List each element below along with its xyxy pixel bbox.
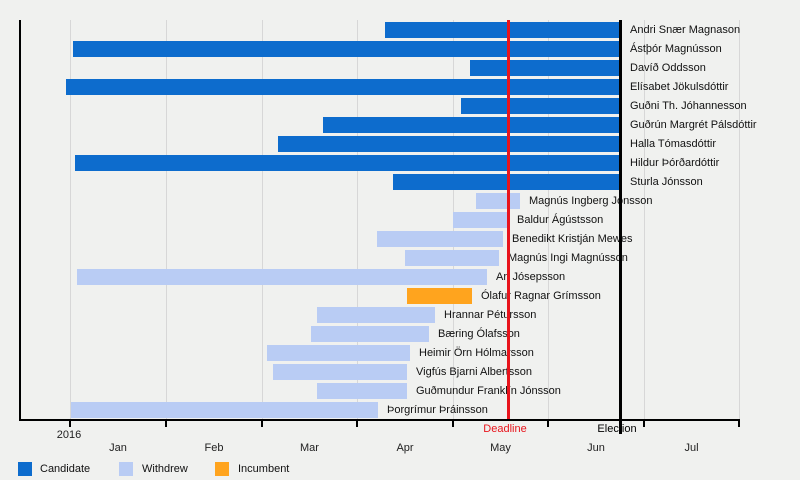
axis-tick <box>738 419 740 427</box>
candidate-label: Magnús Ingi Magnússon <box>508 252 628 264</box>
timeline-bar <box>407 288 472 304</box>
timeline-bar <box>461 98 620 114</box>
axis-tick <box>356 419 358 427</box>
candidate-label: Ástþór Magnússon <box>630 43 722 55</box>
timeline-bar <box>470 60 620 76</box>
x-axis-line <box>19 419 740 421</box>
candidate-label: Ari Jósepsson <box>496 271 566 283</box>
timeline-bar <box>317 307 435 323</box>
timeline-bar <box>267 345 410 361</box>
timeline-bar <box>73 41 620 57</box>
timeline-bar <box>311 326 429 342</box>
legend-label-incumbent: Incumbent <box>238 463 290 475</box>
month-label: May <box>490 442 511 454</box>
timeline-bar <box>385 22 620 38</box>
election-line <box>619 20 622 434</box>
candidate-label: Þorgrímur Þráinsson <box>387 404 488 416</box>
month-gridline <box>644 20 645 419</box>
timeline-bar <box>377 231 503 247</box>
legend: Candidate Withdrew Incumbent <box>0 461 800 480</box>
candidate-label: Heimir Örn Hólmarsson <box>419 347 534 359</box>
candidate-label: Elísabet Jökulsdóttir <box>630 81 729 93</box>
candidate-label: Hrannar Pétursson <box>444 309 537 321</box>
month-label: Jul <box>684 442 699 454</box>
year-label: 2016 <box>56 429 82 441</box>
month-gridline <box>739 20 740 419</box>
axis-tick <box>69 419 71 427</box>
month-gridline <box>357 20 358 419</box>
timeline-bar <box>278 136 620 152</box>
timeline-bar <box>393 174 620 190</box>
timeline-bar <box>323 117 620 133</box>
month-gridline <box>262 20 263 419</box>
month-label: Feb <box>204 442 224 454</box>
timeline-bar <box>77 269 487 285</box>
timeline-bar <box>317 383 407 399</box>
candidate-label: Sturla Jónsson <box>630 176 703 188</box>
timeline-bar <box>453 212 508 228</box>
month-label: Jan <box>109 442 127 454</box>
candidate-label: Guðrún Margrét Pálsdóttir <box>630 119 757 131</box>
axis-tick <box>547 419 549 427</box>
timeline-bar <box>405 250 499 266</box>
candidate-label: Hildur Þórðardóttir <box>630 157 720 169</box>
candidate-label: Guðmundur Franklín Jónsson <box>416 385 561 397</box>
month-label: Jun <box>587 442 605 454</box>
candidate-label: Baldur Ágústsson <box>517 214 604 226</box>
candidate-label: Magnús Ingberg Jónsson <box>529 195 653 207</box>
candidate-label: Guðni Th. Jóhannesson <box>630 100 747 112</box>
month-gridline <box>70 20 71 419</box>
month-gridline <box>166 20 167 419</box>
month-label: Apr <box>396 442 414 454</box>
y-axis-line <box>19 20 21 419</box>
axis-tick <box>165 419 167 427</box>
timeline-bar <box>273 364 407 380</box>
deadline-label: Deadline <box>483 423 527 435</box>
candidate-label: Bæring Ólafsson <box>438 328 520 340</box>
candidate-label: Andri Snær Magnason <box>630 24 741 36</box>
timeline-bar <box>66 79 620 95</box>
incumbent-swatch <box>215 462 229 476</box>
candidate-label: Benedikt Kristján Mewes <box>512 233 633 245</box>
timeline-bar <box>476 193 520 209</box>
candidate-swatch <box>18 462 32 476</box>
candidate-label: Ólafur Ragnar Grímsson <box>481 290 601 302</box>
candidate-label: Davíð Oddsson <box>630 62 706 74</box>
withdrew-swatch <box>119 462 133 476</box>
axis-tick <box>643 419 645 427</box>
candidate-label: Vigfús Bjarni Albertsson <box>416 366 532 378</box>
axis-tick <box>261 419 263 427</box>
legend-label-withdrew: Withdrew <box>142 463 188 475</box>
election-label: Election <box>597 423 637 435</box>
legend-label-candidate: Candidate <box>40 463 91 475</box>
month-label: Mar <box>300 442 319 454</box>
timeline-bar <box>71 402 378 418</box>
timeline-bar <box>75 155 620 171</box>
deadline-line <box>507 20 510 419</box>
axis-tick <box>452 419 454 427</box>
candidate-label: Halla Tómasdóttir <box>630 138 716 150</box>
month-gridline <box>548 20 549 419</box>
